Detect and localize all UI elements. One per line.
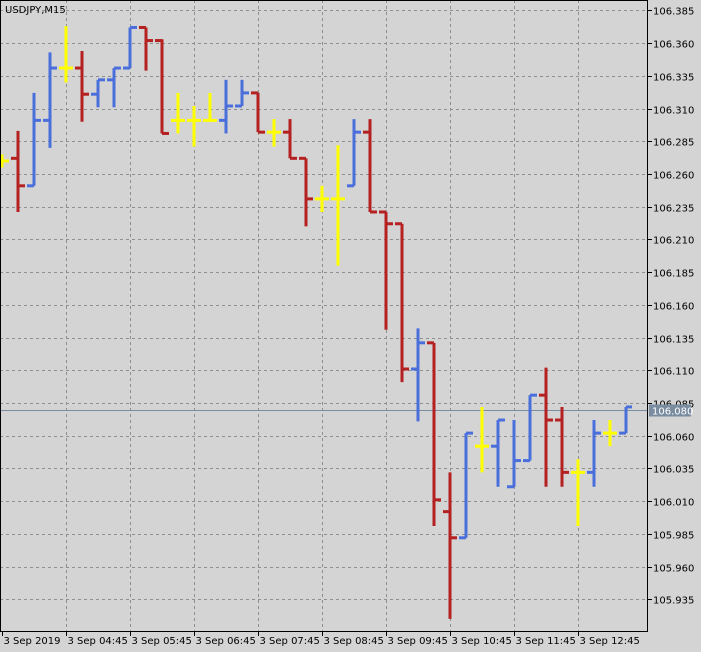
y-tick-label: 105.960 xyxy=(653,564,694,575)
y-tick-label: 106.360 xyxy=(653,40,694,51)
y-tick-label: 106.235 xyxy=(653,204,694,215)
chart-title: USDJPY,M15 xyxy=(5,5,66,16)
x-tick-label: 3 Sep 05:45 xyxy=(132,636,192,647)
y-tick-label: 106.210 xyxy=(653,236,694,247)
x-tick-label: 3 Sep 08:45 xyxy=(324,636,384,647)
y-tick-label: 106.285 xyxy=(653,138,694,149)
y-tick-label: 106.135 xyxy=(653,335,694,346)
y-tick-label: 106.035 xyxy=(653,465,694,476)
y-tick-label: 105.935 xyxy=(653,596,694,607)
y-tick-label: 106.060 xyxy=(653,433,694,444)
y-tick-label: 106.010 xyxy=(653,498,694,509)
grid xyxy=(0,0,648,632)
bars xyxy=(0,25,632,619)
x-tick-label: 3 Sep 11:45 xyxy=(516,636,576,647)
axes: 106.385 106.360 106.335 106.310 106.285 106.2… xyxy=(2,7,694,647)
x-tick-label: 3 Sep 07:45 xyxy=(260,636,320,647)
plot-frame xyxy=(0,0,648,632)
price-label-box xyxy=(649,404,691,417)
y-tick-label: 106.260 xyxy=(653,171,694,182)
y-tick-label: 105.985 xyxy=(653,531,694,542)
x-tick-label: 3 Sep 10:45 xyxy=(452,636,512,647)
price-label: 106.080 xyxy=(652,407,693,418)
x-tick-label: 3 Sep 2019 xyxy=(4,636,61,647)
x-tick-label: 3 Sep 06:45 xyxy=(196,636,256,647)
y-tick-label: 106.185 xyxy=(653,269,694,280)
x-tick-label: 3 Sep 04:45 xyxy=(68,636,128,647)
y-tick-label: 106.310 xyxy=(653,106,694,117)
y-tick-label: 106.110 xyxy=(653,367,694,378)
y-tick-label: 106.385 xyxy=(653,7,694,18)
x-tick-label: 3 Sep 09:45 xyxy=(388,636,448,647)
x-tick-label: 3 Sep 12:45 xyxy=(580,636,640,647)
y-tick-label: 106.160 xyxy=(653,302,694,313)
y-tick-label: 106.335 xyxy=(653,73,694,84)
